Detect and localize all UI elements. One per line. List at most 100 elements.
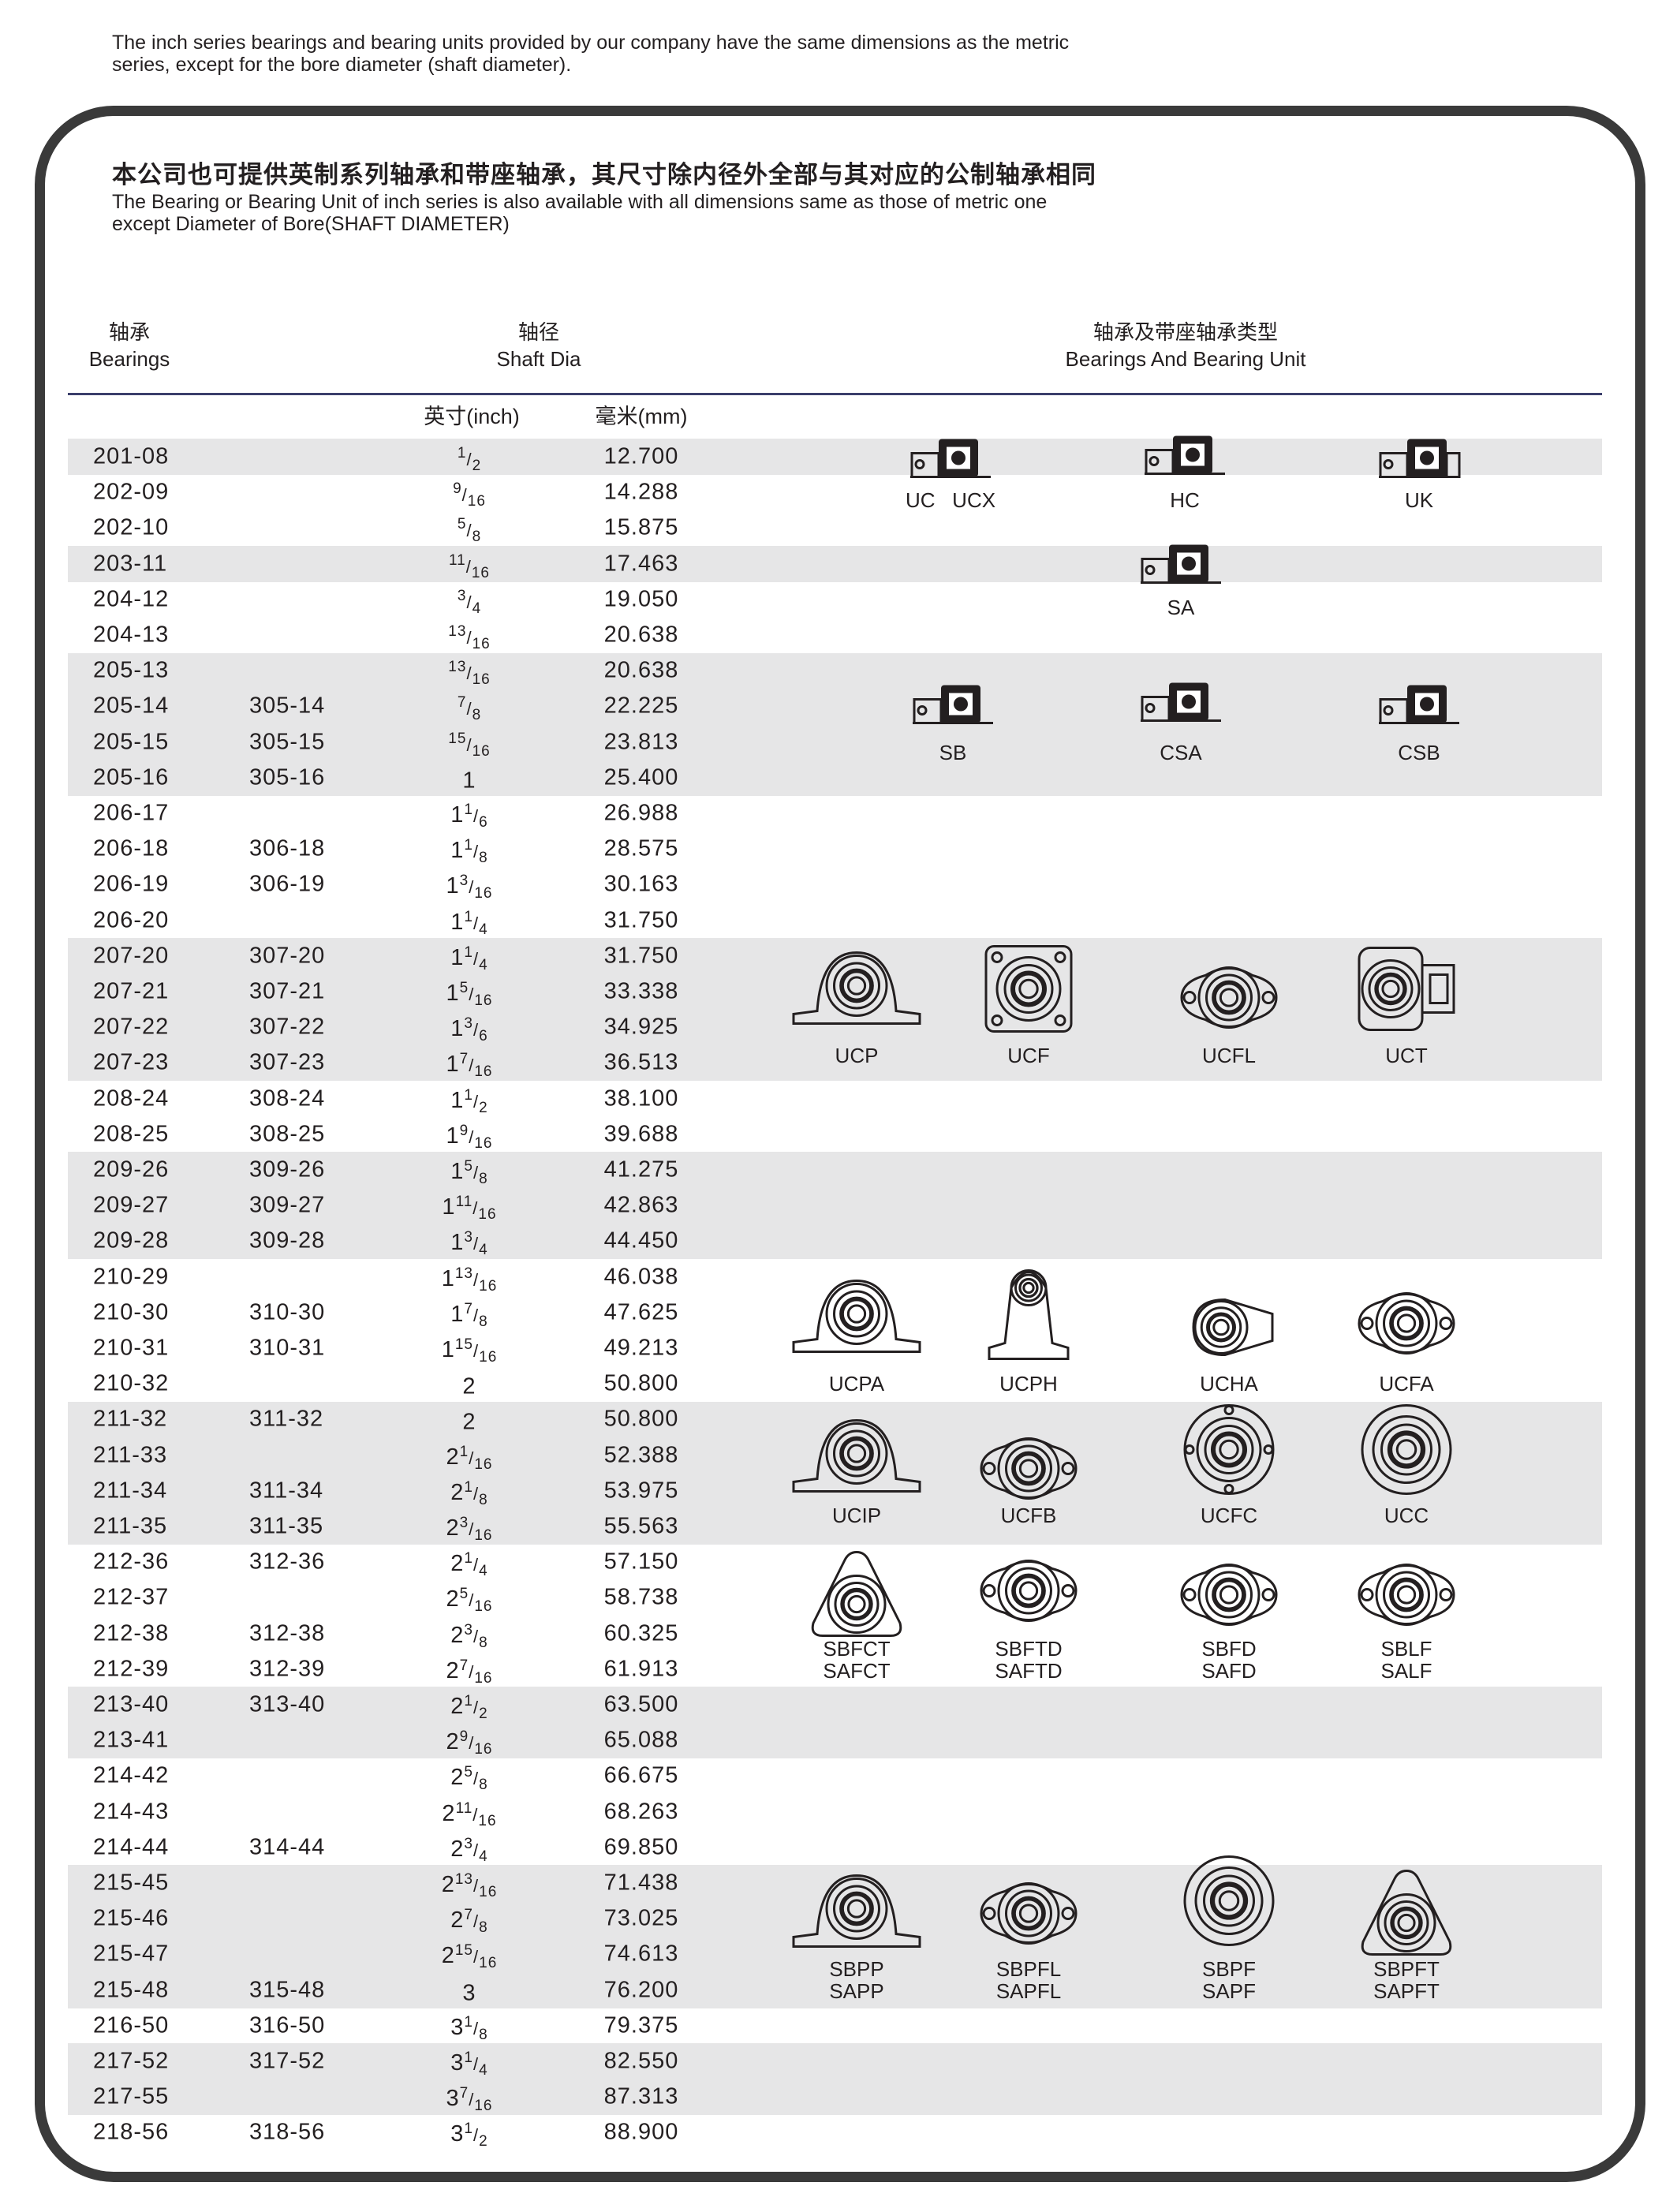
shaft-inch: 31/8	[450, 2013, 488, 2043]
inch-den: 16	[474, 1134, 493, 1152]
inch-whole: 1	[462, 768, 476, 794]
inch-whole: 1	[450, 909, 465, 935]
bearing-3-series: 309-26	[249, 1156, 326, 1183]
shaft-en: Shaft Dia	[496, 347, 581, 371]
inch-den: 2	[479, 2133, 488, 2150]
inch-den: 8	[472, 707, 482, 724]
unit-code: UCFA	[1379, 1372, 1434, 1396]
unit-code: UCC	[1384, 1504, 1429, 1527]
square-flange-icon	[981, 942, 1076, 1041]
shaft-inch: 11/2	[450, 1086, 488, 1116]
inch-whole: 1	[446, 981, 460, 1006]
bearing-2-series: 210-31	[93, 1335, 170, 1361]
unit-code: UC UCX	[905, 488, 996, 512]
bearing-3-series: 312-36	[249, 1549, 326, 1575]
bearing-3-series: 308-24	[249, 1085, 326, 1112]
column-header-bearings: 轴承 Bearings	[89, 319, 170, 372]
inch-den: 16	[474, 1455, 493, 1473]
oval-flange-icon	[965, 1552, 1092, 1635]
inch-whole: 2	[462, 1409, 476, 1435]
inch-num: 3	[464, 1621, 474, 1638]
inch-num: 7	[459, 1051, 469, 1068]
shaft-mm: 60.325	[603, 1620, 679, 1646]
bearing-2-series: 214-44	[93, 1834, 170, 1860]
inch-num: 13	[448, 623, 467, 640]
heading-en-line-1: The Bearing or Bearing Unit of inch seri…	[112, 191, 1048, 213]
shaft-inch: 111/16	[442, 1194, 497, 1224]
inch-num: 5	[464, 1764, 474, 1781]
inch-num: 9	[459, 1122, 469, 1139]
bearing-2-series: 207-22	[93, 1014, 170, 1040]
shaft-inch: 11/4	[450, 943, 488, 973]
three-bolt-flange-icon	[965, 1429, 1092, 1512]
inch-whole: 1	[450, 1016, 465, 1042]
column-header-units: 轴承及带座轴承类型 Bearings And Bearing Unit	[1066, 319, 1306, 372]
row-band	[68, 1972, 1602, 2008]
shaft-mm: 50.800	[603, 1370, 679, 1396]
unit-type-label: UCFB	[1001, 1504, 1057, 1526]
unit-code: SB	[939, 741, 967, 764]
unit-code: SAPF	[1202, 1979, 1256, 2003]
unit-code: SAPP	[829, 1979, 884, 2003]
bearing-2-series: 216-50	[93, 2012, 170, 2038]
bearing-2-series: 205-14	[93, 693, 170, 719]
inch-den: 4	[479, 956, 488, 973]
shaft-inch: 7/8	[457, 694, 482, 724]
inch-num: 15	[454, 1336, 474, 1353]
inch-num: 9	[453, 480, 462, 498]
inch-den: 16	[479, 1955, 498, 1972]
shaft-mm: 28.575	[603, 835, 679, 861]
shaft-mm: 23.813	[603, 729, 679, 755]
inch-num: 1	[464, 1086, 474, 1104]
unit-type-label: UCFA	[1379, 1373, 1433, 1395]
inch-den: 4	[479, 2062, 488, 2079]
bearings-cn: 轴承	[108, 320, 150, 344]
row-band	[68, 1187, 1602, 1224]
shaft-inch: 2	[462, 1410, 476, 1436]
shaft-mm: 41.275	[603, 1156, 679, 1183]
inch-den: 16	[479, 1277, 498, 1295]
shaft-mm: 22.225	[603, 693, 679, 719]
shaft-inch: 5/8	[457, 516, 482, 546]
unit-code: SBFD	[1201, 1637, 1257, 1661]
inch-num: 7	[464, 1907, 474, 1924]
unit-type-label: SBPF SAPF	[1202, 1958, 1256, 2002]
shaft-inch: 11/8	[450, 837, 488, 867]
inch-den: 4	[472, 600, 482, 617]
bearing-2-series: 209-28	[93, 1227, 170, 1254]
row-band	[68, 1722, 1602, 1759]
row-band	[68, 1223, 1602, 1260]
shaft-inch: 31/2	[450, 2120, 488, 2150]
bearing-2-series: 204-12	[93, 586, 170, 612]
inch-den: 16	[474, 992, 493, 1009]
shaft-mm: 87.313	[603, 2083, 679, 2109]
unit-type-label: CSB	[1398, 742, 1440, 764]
row-band	[68, 688, 1602, 725]
shaft-mm: 79.375	[603, 2012, 679, 2038]
inch-whole: 2	[446, 1729, 460, 1755]
bearing-3-series: 317-52	[249, 2048, 326, 2074]
unit-type-label: SBLF SALF	[1380, 1638, 1432, 1682]
shaft-mm: 20.638	[603, 657, 679, 683]
unit-type-label: HC	[1170, 489, 1200, 511]
bearing-3-series: 305-14	[249, 693, 326, 719]
inch-whole: 2	[450, 1551, 465, 1577]
bearing-2-series: 215-47	[93, 1941, 170, 1967]
unit-code: SAFTD	[995, 1659, 1063, 1683]
bearing-2-series: 204-13	[93, 622, 170, 648]
shaft-mm: 36.513	[603, 1049, 679, 1075]
shaft-inch: 215/16	[441, 1942, 498, 1972]
inch-whole: 1	[450, 802, 465, 828]
bearing-2-series: 211-35	[93, 1513, 168, 1539]
inch-den: 16	[474, 885, 493, 902]
unit-code: UCFB	[1000, 1504, 1057, 1527]
unit-type-label: UCF	[1007, 1044, 1049, 1067]
bearing-2-series: 211-34	[93, 1478, 168, 1504]
inch-den: 4	[479, 1242, 488, 1259]
unit-type-label: UCP	[835, 1044, 879, 1067]
shaft-inch: 21/8	[450, 1478, 488, 1508]
row-band	[68, 439, 1602, 476]
inch-num: 3	[464, 1835, 474, 1852]
bearing-2-series: 207-23	[93, 1049, 170, 1075]
inch-whole: 1	[450, 1159, 465, 1184]
